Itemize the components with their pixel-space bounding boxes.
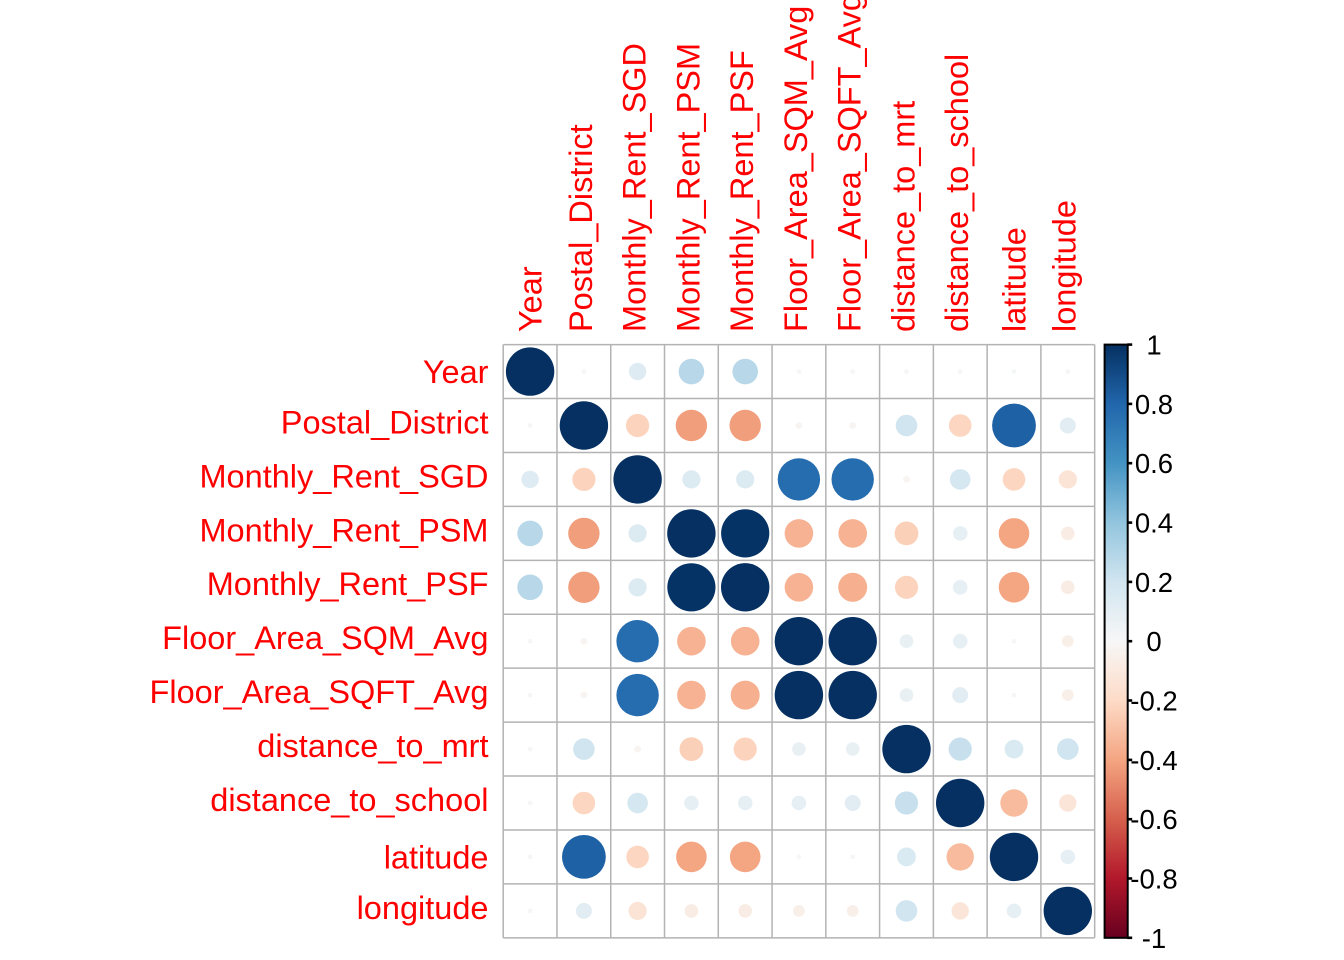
svg-text:Monthly_Rent_PSM: Monthly_Rent_PSM bbox=[199, 512, 488, 548]
svg-text:-0.6: -0.6 bbox=[1130, 804, 1177, 835]
svg-text:longitude: longitude bbox=[357, 890, 489, 926]
svg-text:-0.8: -0.8 bbox=[1130, 864, 1177, 895]
svg-text:Monthly_Rent_SGD: Monthly_Rent_SGD bbox=[617, 43, 653, 332]
svg-text:-0.2: -0.2 bbox=[1130, 686, 1177, 717]
svg-text:Floor_Area_SQFT_Avg: Floor_Area_SQFT_Avg bbox=[150, 674, 489, 710]
svg-text:0.8: 0.8 bbox=[1135, 389, 1173, 420]
svg-text:latitude: latitude bbox=[996, 227, 1032, 332]
svg-text:Monthly_Rent_PSM: Monthly_Rent_PSM bbox=[670, 43, 706, 332]
svg-text:0.2: 0.2 bbox=[1135, 567, 1173, 598]
svg-text:latitude: latitude bbox=[384, 839, 489, 875]
svg-text:0: 0 bbox=[1146, 626, 1161, 657]
svg-text:Postal_District: Postal_District bbox=[563, 124, 599, 332]
svg-text:0.4: 0.4 bbox=[1135, 508, 1173, 539]
svg-text:Floor_Area_SQM_Avg: Floor_Area_SQM_Avg bbox=[162, 620, 488, 656]
svg-text:-0.4: -0.4 bbox=[1130, 745, 1177, 776]
svg-text:Monthly_Rent_PSF: Monthly_Rent_PSF bbox=[207, 566, 489, 602]
svg-text:-1: -1 bbox=[1142, 923, 1166, 954]
svg-text:0.6: 0.6 bbox=[1135, 448, 1173, 479]
svg-text:distance_to_mrt: distance_to_mrt bbox=[257, 728, 488, 764]
svg-text:Year: Year bbox=[512, 266, 548, 332]
svg-text:1: 1 bbox=[1146, 330, 1161, 361]
svg-text:longitude: longitude bbox=[1047, 200, 1083, 332]
svg-text:distance_to_school: distance_to_school bbox=[939, 54, 975, 332]
svg-text:Monthly_Rent_PSF: Monthly_Rent_PSF bbox=[724, 50, 760, 332]
svg-text:Monthly_Rent_SGD: Monthly_Rent_SGD bbox=[199, 458, 488, 494]
svg-text:Floor_Area_SQFT_Avg: Floor_Area_SQFT_Avg bbox=[832, 0, 868, 332]
svg-text:distance_to_school: distance_to_school bbox=[210, 782, 488, 818]
svg-text:Floor_Area_SQM_Avg: Floor_Area_SQM_Avg bbox=[778, 6, 814, 332]
svg-text:distance_to_mrt: distance_to_mrt bbox=[885, 101, 921, 332]
svg-text:Postal_District: Postal_District bbox=[281, 404, 489, 440]
svg-text:Year: Year bbox=[423, 354, 489, 390]
